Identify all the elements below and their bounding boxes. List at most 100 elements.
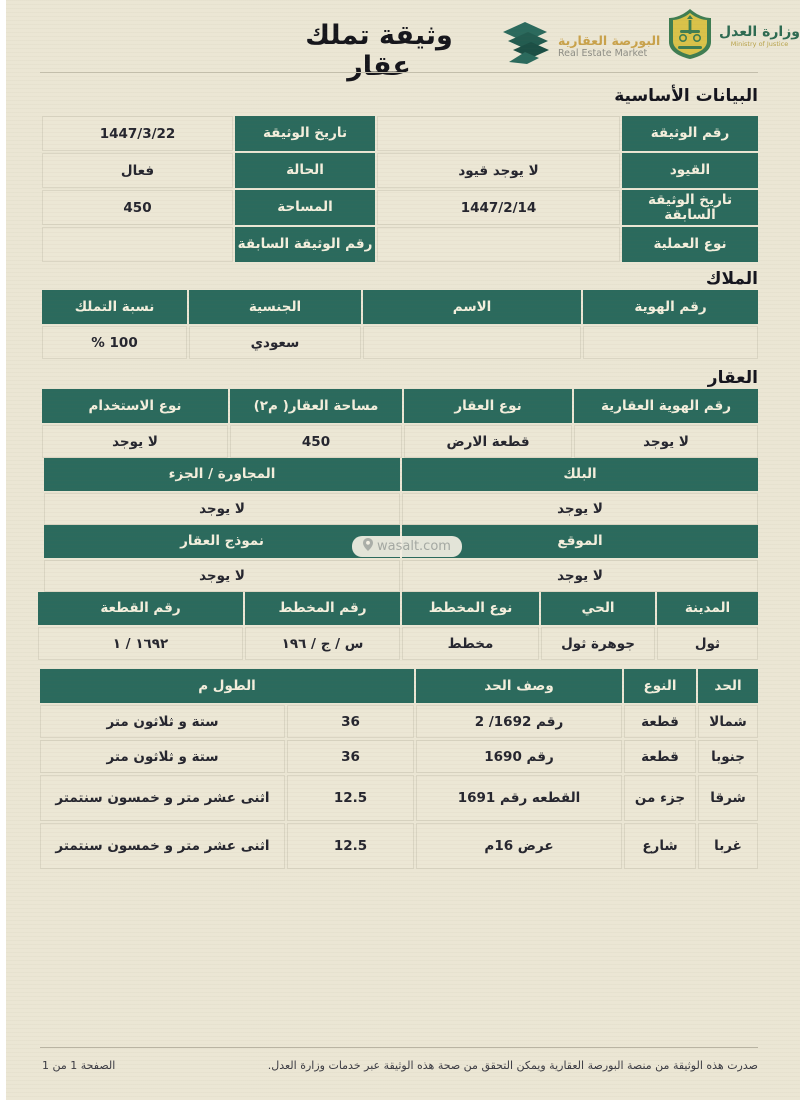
field-label: الحالة [235, 153, 375, 188]
boundary-desc: القطعه رقم 1691 [416, 775, 622, 821]
boundary-side: جنوبا [698, 740, 758, 773]
column-header: نموذج العقار [44, 525, 400, 558]
owner-name-value [363, 326, 581, 359]
column-header: نوع الاستخدام [42, 389, 228, 423]
owners-table: رقم الهوية الاسم الجنسية نسبة التملك سعو… [40, 290, 758, 359]
header-divider [40, 72, 758, 73]
boundary-side: غربا [698, 823, 758, 869]
real-estate-market-logo: البورصة العقارية Real Estate Market [495, 22, 660, 72]
field-value: 1447/3/22 [42, 116, 233, 151]
column-header: المجاورة / الجزء [44, 458, 400, 491]
column-header: رقم الهوية العقارية [574, 389, 758, 423]
stacked-chevrons-icon [495, 22, 551, 72]
field-value [377, 116, 620, 151]
column-header: مساحة العقار( م٢) [230, 389, 402, 423]
property-block-table: البلك المجاورة / الجزء لا يوجد لا يوجد [40, 458, 758, 525]
boundary-type: شارع [624, 823, 696, 869]
boundary-length-text: اثنى عشر متر و خمسون سنتمتر [40, 775, 285, 821]
boundary-length-text: ستة و ثلاثون متر [40, 705, 285, 738]
column-header: الطول م [40, 669, 414, 703]
column-header: رقم الهوية [583, 290, 758, 324]
page-title: وثيقة تملك عقار [305, 20, 453, 82]
watermark: wasalt.com [352, 536, 462, 557]
owner-share-value: 100 % [42, 326, 187, 359]
field-value [377, 227, 620, 262]
field-value: 450 [230, 425, 402, 458]
boundary-desc: عرض 16م [416, 823, 622, 869]
column-header: الموقع [402, 525, 758, 558]
boundary-length-number: 36 [287, 705, 414, 738]
section-title-owners: الملاك [705, 269, 758, 289]
map-pin-icon [363, 538, 373, 555]
column-header: الجنسية [189, 290, 361, 324]
field-label: نوع العملية [622, 227, 758, 262]
owner-nationality-value: سعودي [189, 326, 361, 359]
footer-note: صدرت هذه الوثيقة من منصة البورصة العقاري… [267, 1059, 758, 1072]
plan-number-value: س / ج / ١٩٦ [245, 627, 400, 660]
field-value: قطعة الارض [404, 425, 572, 458]
field-value: لا يوجد [402, 560, 758, 592]
moj-logo-english-label: Ministry of Justice [730, 40, 789, 48]
district-value: جوهرة ثول [541, 627, 655, 660]
field-label: المساحة [235, 190, 375, 225]
field-label: رقم الوثيقة [622, 116, 758, 151]
moj-logo-arabic-label: وزارة العدل [719, 24, 800, 40]
basic-data-table: رقم الوثيقة تاريخ الوثيقة 1447/3/22 القي… [40, 116, 758, 262]
column-header: المدينة [657, 592, 758, 625]
city-value: ثول [657, 627, 758, 660]
column-header: رقم القطعة [38, 592, 243, 625]
plot-number-value: ١٦٩٢ / ١ [38, 627, 243, 660]
watermark-text: wasalt.com [377, 539, 451, 554]
field-label: تاريخ الوثيقة [235, 116, 375, 151]
boundary-length-number: 12.5 [287, 823, 414, 869]
field-value: لا يوجد [42, 425, 228, 458]
property-plan-table: المدينة الحي نوع المخطط رقم المخطط رقم ا… [38, 592, 758, 660]
moj-emblem-icon [666, 8, 714, 64]
section-title-basic-data: البيانات الأساسية [614, 86, 758, 106]
field-label: رقم الوثيقة السابقة [235, 227, 375, 262]
field-label: القيود [622, 153, 758, 188]
boundary-type: جزء من [624, 775, 696, 821]
column-header: الحد [698, 669, 758, 703]
field-value: لا يوجد [44, 493, 400, 525]
property-main-table: رقم الهوية العقارية نوع العقار مساحة الع… [40, 389, 758, 458]
field-value: لا يوجد [574, 425, 758, 458]
property-location-table: الموقع نموذج العقار لا يوجد لا يوجد [40, 525, 758, 592]
boundary-desc: رقم 1692/ 2 [416, 705, 622, 738]
boundary-side: شمالا [698, 705, 758, 738]
page-number: الصفحة 1 من 1 [42, 1059, 116, 1072]
column-header: وصف الحد [416, 669, 622, 703]
field-label: تاريخ الوثيقة السابقة [622, 190, 758, 225]
document-body: البيانات الأساسية رقم الوثيقة تاريخ الوث… [38, 80, 758, 869]
boundary-type: قطعة [624, 705, 696, 738]
section-title-property: العقار [707, 368, 758, 388]
column-header: نوع المخطط [402, 592, 539, 625]
field-value: لا يوجد قيود [377, 153, 620, 188]
document-sheet: وثيقة تملك عقار البورصة العقارية Real Es… [6, 0, 800, 1100]
column-header: نسبة التملك [42, 290, 187, 324]
boundary-desc: رقم 1690 [416, 740, 622, 773]
column-header: الاسم [363, 290, 581, 324]
column-header: البلك [402, 458, 758, 491]
boundary-length-text: اثنى عشر متر و خمسون سنتمتر [40, 823, 285, 869]
field-value: فعال [42, 153, 233, 188]
column-header: رقم المخطط [245, 592, 400, 625]
boundary-length-number: 36 [287, 740, 414, 773]
rem-logo-english-label: Real Estate Market [558, 48, 648, 59]
column-header: النوع [624, 669, 696, 703]
column-header: الحي [541, 592, 655, 625]
ministry-of-justice-logo-text: وزارة العدل Ministry of Justice [719, 24, 800, 48]
owner-id-value [583, 326, 758, 359]
plan-type-value: مخطط [402, 627, 539, 660]
boundaries-table: الحد النوع وصف الحد الطول م شمالا قطعة ر… [40, 669, 758, 869]
field-value: 1447/2/14 [377, 190, 620, 225]
rem-logo-arabic-label: البورصة العقارية [558, 33, 661, 48]
column-header: نوع العقار [404, 389, 572, 423]
boundary-side: شرقا [698, 775, 758, 821]
field-value [42, 227, 233, 262]
field-value: لا يوجد [44, 560, 400, 592]
real-estate-market-logo-text: البورصة العقارية Real Estate Market [558, 34, 660, 60]
boundary-length-number: 12.5 [287, 775, 414, 821]
ministry-of-justice-logo: وزارة العدل Ministry of Justice [666, 8, 800, 64]
